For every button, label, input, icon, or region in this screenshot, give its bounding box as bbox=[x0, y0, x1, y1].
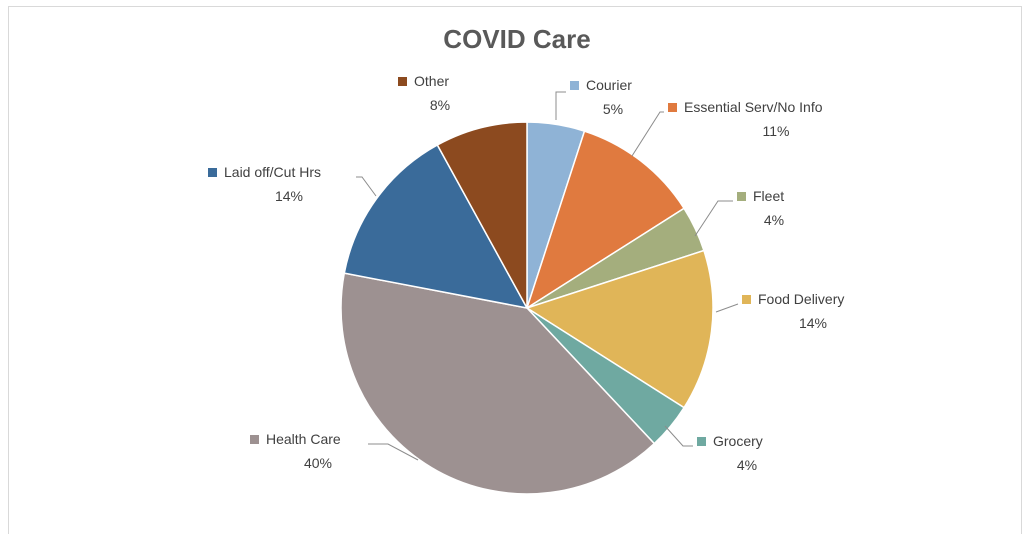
label-key-swatch bbox=[742, 295, 751, 304]
label-key-swatch bbox=[398, 77, 407, 86]
data-label-category: Other bbox=[414, 73, 449, 89]
leader-line bbox=[356, 177, 376, 196]
leader-line bbox=[695, 201, 733, 236]
data-label-category: Essential Serv/No Info bbox=[684, 99, 823, 115]
leader-line bbox=[556, 92, 566, 120]
data-label-percent: 11% bbox=[763, 123, 790, 139]
data-label-percent: 8% bbox=[430, 97, 450, 113]
data-label-percent: 5% bbox=[603, 101, 623, 117]
data-label-percent: 14% bbox=[799, 315, 827, 331]
data-label-percent: 40% bbox=[304, 455, 332, 471]
data-label-category: Courier bbox=[586, 77, 632, 93]
data-label-category: Laid off/Cut Hrs bbox=[224, 164, 321, 180]
leader-line bbox=[632, 112, 664, 156]
label-key-swatch bbox=[208, 168, 217, 177]
data-label-category: Fleet bbox=[753, 188, 784, 204]
data-label-category: Grocery bbox=[713, 433, 763, 449]
data-label-percent: 14% bbox=[275, 188, 303, 204]
label-key-swatch bbox=[570, 81, 579, 90]
data-label-percent: 4% bbox=[737, 457, 757, 473]
label-key-swatch bbox=[668, 103, 677, 112]
data-label-category: Health Care bbox=[266, 431, 341, 447]
leader-line bbox=[716, 304, 738, 312]
data-label-category: Food Delivery bbox=[758, 291, 844, 307]
label-key-swatch bbox=[737, 192, 746, 201]
label-key-swatch bbox=[697, 437, 706, 446]
label-key-swatch bbox=[250, 435, 259, 444]
data-label-percent: 4% bbox=[764, 212, 784, 228]
